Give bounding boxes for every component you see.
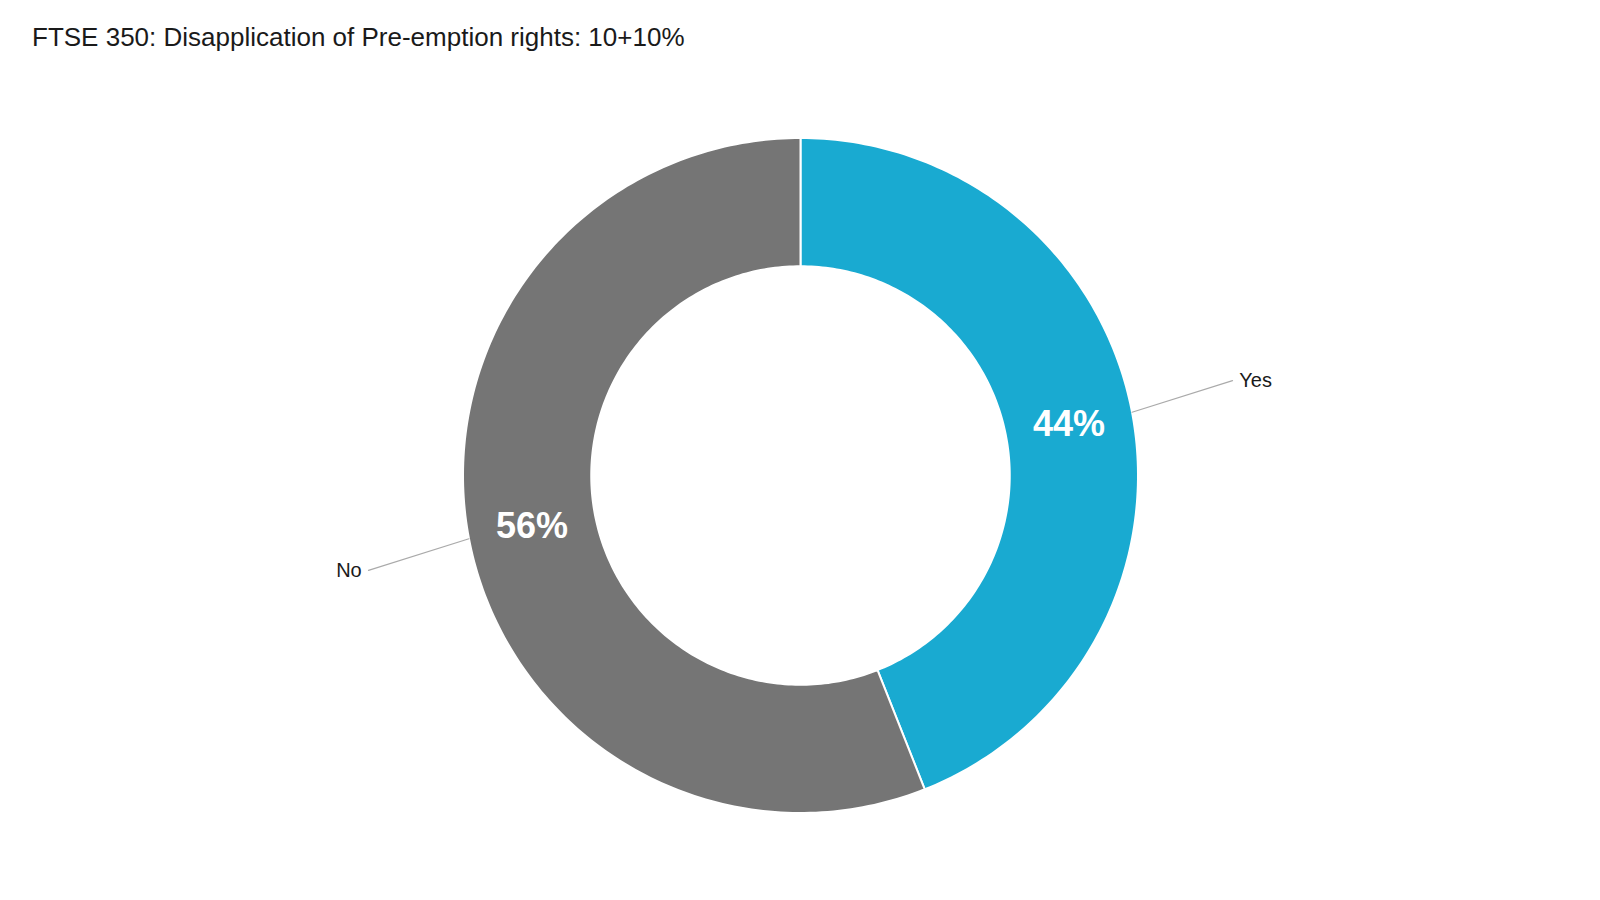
svg-text:Yes: Yes [1239, 369, 1272, 391]
svg-text:44%: 44% [1033, 403, 1105, 444]
html-text:FTSE 350: Disapplication of Pr: FTSE 350: Disapplication of Pre-emption … [32, 22, 685, 52]
svg-text:56%: 56% [496, 505, 568, 546]
svg-text:No: No [336, 559, 362, 581]
